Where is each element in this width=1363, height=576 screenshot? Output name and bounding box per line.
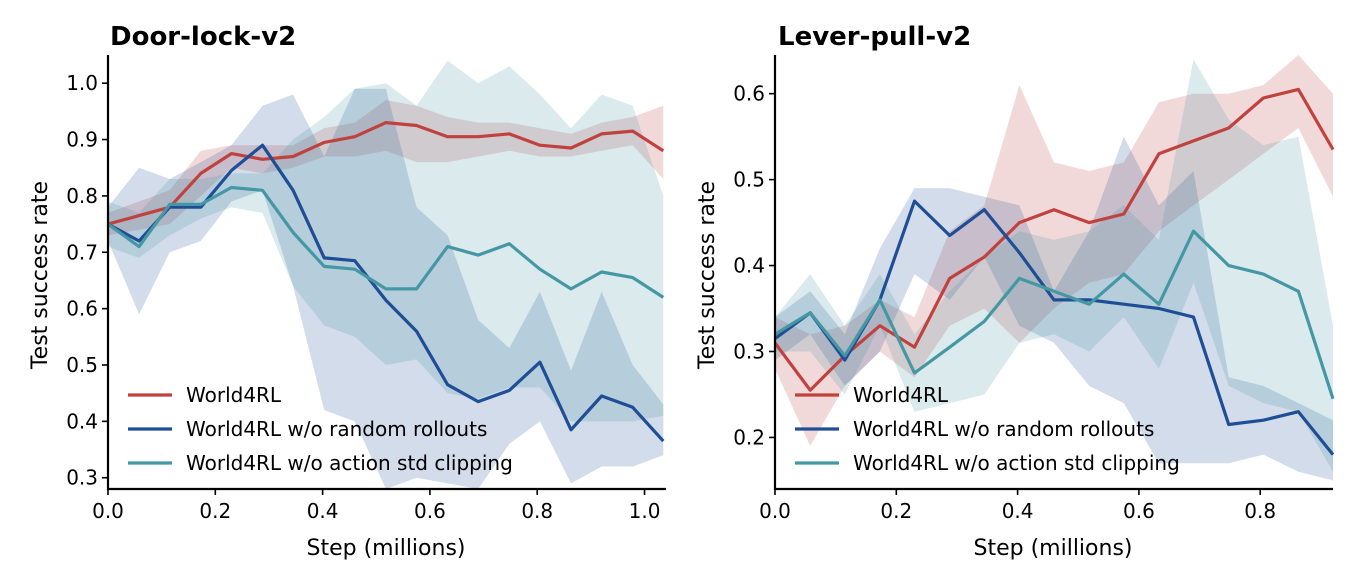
x-tick-label: 1.0 [629,499,661,523]
series-line-1 [107,143,665,443]
x-axis-label: Step (millions) [307,536,466,561]
ticks: 0.0 0.2 0.4 0.6 0.8 1.0 0.3 0.4 0.5 0.6 0.7 0.8 0.9 1… [66,71,660,523]
x-tick-label: 0.6 [414,499,446,523]
y-tick-label: 0.9 [66,128,98,152]
std-band-2 [775,59,1333,472]
y-tick-label: 0.4 [733,254,765,278]
y-tick-label: 0.5 [733,168,765,192]
axes [106,55,666,491]
chart-title: Door-lock-v2 [110,22,296,52]
legend-label-2: World4RL w/o action std clipping [186,451,513,475]
std-band-0 [108,100,664,236]
y-tick-label: 0.4 [66,409,98,433]
chart-title: Lever-pull-v2 [778,22,971,52]
legend-label-0: World4RL [186,383,282,407]
x-tick-label: 0.8 [521,499,553,523]
x-tick-label: 0.4 [307,499,339,523]
series-lines [107,120,665,443]
y-axis-label: Test success rate [28,181,53,370]
legend-label-1: World4RL w/o random rollouts [853,417,1154,441]
y-tick-label: 0.3 [733,339,765,363]
y-tick-label: 0.5 [66,353,98,377]
x-tick-label: 0.0 [92,499,124,523]
x-axis-label: Step (millions) [974,536,1133,561]
legend: World4RL World4RL w/o random rollouts Worl… [128,383,513,475]
y-tick-label: 0.2 [733,425,765,449]
x-tick-label: 0.0 [759,499,791,523]
std-band-2 [108,60,664,422]
y-tick-label: 1.0 [66,71,98,95]
legend-label-0: World4RL [853,383,949,407]
lever-pull-chart: Lever-pull-v2 0.0 0.2 0.4 0.6 0.80.20.30.40.… [695,22,1335,561]
legend-label-2: World4RL w/o action std clipping [853,451,1180,475]
std-band-1 [775,136,1333,481]
y-tick-label: 0.6 [733,82,765,106]
x-tick-label: 0.6 [1123,499,1155,523]
x-tick-label: 0.2 [199,499,231,523]
series-line-2 [107,185,665,299]
series-line-0 [773,87,1335,392]
series-lines [773,87,1335,456]
legend-label-1: World4RL w/o random rollouts [186,417,487,441]
series-line-2 [774,229,1335,400]
axes [773,55,1333,491]
y-tick-label: 0.3 [66,466,98,490]
ticks: 0.0 0.2 0.4 0.6 0.8 0.2 0.3 0.4 0.5 0.6 [733,82,1276,523]
x-tick-label: 0.8 [1244,499,1276,523]
x-tick-label: 0.2 [880,499,912,523]
y-axis-label: Test success rate [695,181,720,370]
x-tick-label: 0.4 [1002,499,1034,523]
y-tick-label: 0.6 [66,297,98,321]
y-tick-label: 0.8 [66,184,98,208]
y-tick-label: 0.7 [66,240,98,264]
series-line-0 [107,120,665,226]
legend: World4RL World4RL w/o random rollouts Worl… [795,383,1180,475]
door-lock-chart: Door-lock-v2 0.0 0.2 0.4 0.6 0.8 1.0 0.3 0.4 0.5… [28,22,666,561]
